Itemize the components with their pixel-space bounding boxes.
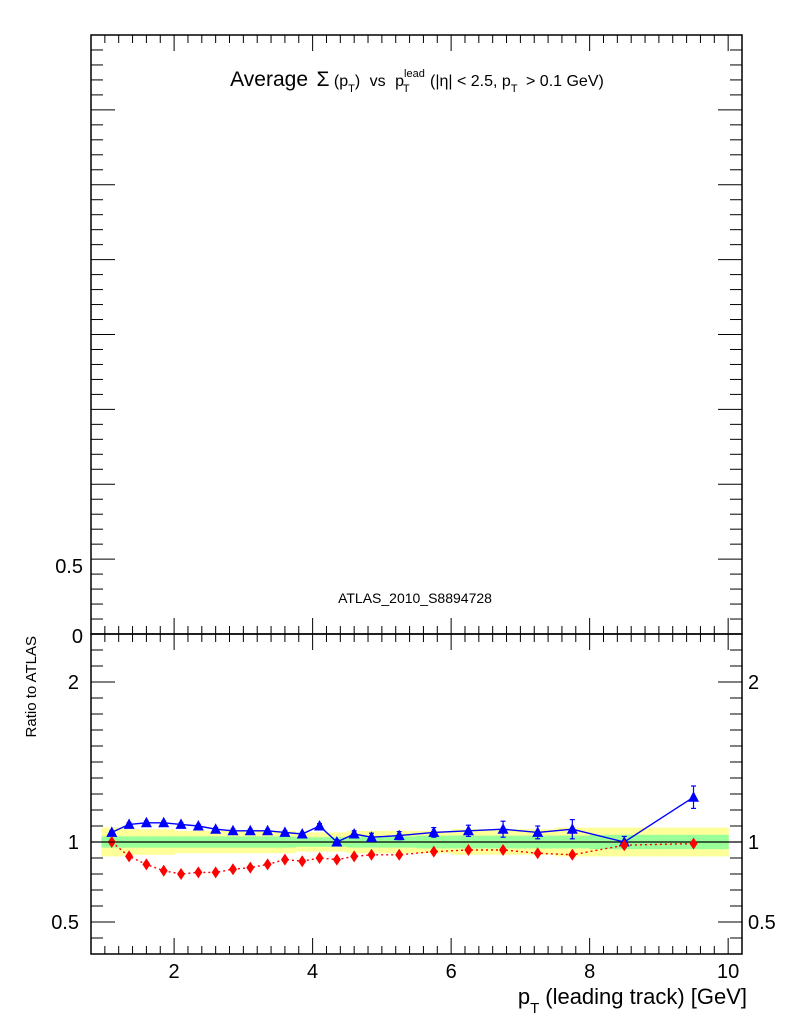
main-frame [90,34,743,635]
y-tick-label-0.5: 0.5 [55,556,83,578]
series-diamond-point [211,866,220,879]
series-triangle-point [210,823,222,834]
title-close-paren: ) [355,73,360,90]
series-triangle-point [428,826,440,837]
analysis-annotation: ATLAS_2010_S8894728 [338,590,492,606]
ratio-x-tick-label: 10 [717,961,739,983]
ratio-x-tick-label: 8 [584,961,595,983]
series-diamond-point [367,848,376,861]
series-triangle-point [279,826,291,837]
ratio-y-tick-label-left: 2 [68,672,79,694]
series-diamond-point [315,852,324,864]
series-triangle-point [365,831,377,842]
series-triangle-point [244,824,256,836]
series-triangle-point [331,836,343,847]
series-triangle-point [462,824,474,836]
ratio-frame [90,633,743,955]
series-triangle-point [393,829,405,841]
series-triangle-point [566,823,578,834]
title-sub-T: T [348,83,355,95]
ratio-y-ticks: 2 2 1 1 0.5 0.5 [51,633,776,939]
y-tick-label-0: 0 [72,626,83,648]
series-triangle-point [175,818,187,829]
series-diamond-point [499,844,508,856]
series-diamond-point [246,861,255,874]
title-p-lead: p [395,73,404,90]
series-diamond-point [228,863,237,876]
ratio-y-tick-label-right: 0.5 [748,912,776,934]
title-prefix: Average [230,68,308,91]
series-triangle-point [532,826,544,837]
title-p: p [339,73,348,90]
series-diamond-point [689,837,698,850]
main-panel: 0.5 0 Average Σ (pT) vs plead T (|η| < 2.… [55,34,743,648]
ratio-x-tick-label: 4 [307,961,318,983]
series-diamond-point [533,847,542,860]
series-diamond-point [620,839,629,852]
title-sub-T-lead: T [403,83,410,95]
series-diamond-point [332,853,341,866]
ratio-x-tick-label: 2 [169,961,180,983]
x-title-p: p [518,984,530,1009]
series-triangle-point [123,818,135,829]
series-diamond-point [395,848,404,861]
series-layer [106,785,700,880]
ratio-y-tick-label-left: 1 [68,832,79,854]
ratio-x-ticks: 2 4 6 8 10 [104,634,739,983]
title-sigma: Σ [316,68,329,91]
series-diamond-point [263,858,272,871]
x-axis-title: pT (leading track) [GeV] [518,984,747,1017]
series-diamond-point [464,844,473,856]
ratio-y-tick-label-left: 0.5 [51,912,79,934]
series-triangle-point [314,820,326,831]
ratio-panel: 2 2 1 1 0.5 0.5 2 4 6 8 10 Ratio to ATLAS pT (lead… [23,633,776,1017]
title-vs: vs [370,73,386,90]
series-triangle-point [192,820,204,831]
title-cuts-b: > 0.1 GeV) [526,73,604,90]
series-triangle-point [140,816,152,828]
series-diamond-point [125,850,134,863]
series-diamond-point [568,848,577,861]
x-title-sub-T: T [530,1000,539,1017]
series-triangle-point [227,824,239,836]
series-diamond-point [298,855,307,868]
series-triangle-point [262,824,274,836]
main-y-ticks [91,34,742,635]
title-open-paren: ( [334,73,340,90]
series-triangle-point [106,826,118,837]
series-triangle-point [688,791,700,802]
series-triangle-point [348,828,360,839]
series-diamond-point [177,868,186,880]
series-triangle-point [158,816,170,828]
plot-title: Average Σ (pT) vs plead T (|η| < 2.5, pT … [230,68,604,96]
series-diamond-point [280,853,289,866]
title-sub-T-cut: T [511,83,518,95]
series-diamond-point [159,864,168,877]
series-triangle-point [296,828,308,839]
series-diamond-point [429,845,438,858]
ratio-y-tick-label-right: 1 [748,832,759,854]
x-title-rest: (leading track) [GeV] [545,984,747,1009]
y-axis-title: Ratio to ATLAS [23,636,40,737]
series-diamond-point [350,850,359,863]
title-cuts-a: (|η| < 2.5, p [430,73,511,90]
ratio-x-tick-label: 6 [446,961,457,983]
series-diamond-point [142,858,151,871]
ratio-y-tick-label-right: 2 [748,672,759,694]
series-diamond-point [194,866,203,879]
series-triangle-point [497,823,509,834]
title-sup-lead: lead [404,68,425,80]
